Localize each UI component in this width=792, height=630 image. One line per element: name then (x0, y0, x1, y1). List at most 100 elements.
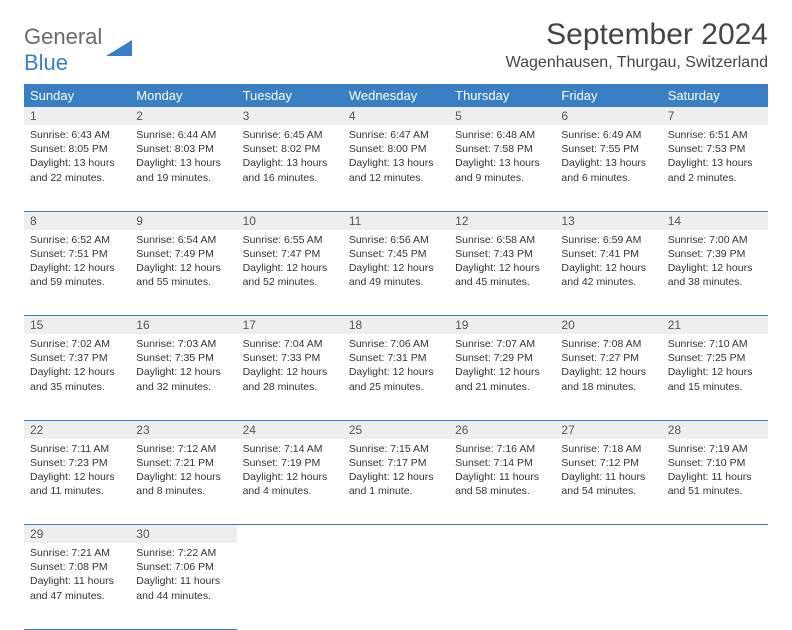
sunset-text: Sunset: 7:39 PM (668, 247, 762, 261)
weekday-header: Friday (555, 84, 661, 107)
day-details: Sunrise: 7:07 AMSunset: 7:29 PMDaylight:… (449, 334, 555, 400)
daylight-text: Daylight: 12 hours and 35 minutes. (30, 365, 124, 393)
sunrise-text: Sunrise: 7:21 AM (30, 546, 124, 560)
day-number-cell: 15 (24, 316, 130, 335)
day-content-cell (555, 543, 661, 629)
daylight-text: Daylight: 12 hours and 32 minutes. (136, 365, 230, 393)
calendar-table: Sunday Monday Tuesday Wednesday Thursday… (24, 84, 768, 630)
day-content-cell: Sunrise: 6:58 AMSunset: 7:43 PMDaylight:… (449, 230, 555, 316)
sunrise-text: Sunrise: 7:11 AM (30, 442, 124, 456)
day-content-cell: Sunrise: 6:44 AMSunset: 8:03 PMDaylight:… (130, 125, 236, 211)
daylight-text: Daylight: 12 hours and 38 minutes. (668, 261, 762, 289)
sunset-text: Sunset: 7:49 PM (136, 247, 230, 261)
day-details: Sunrise: 7:22 AMSunset: 7:06 PMDaylight:… (130, 543, 236, 609)
sunrise-text: Sunrise: 7:07 AM (455, 337, 549, 351)
sunset-text: Sunset: 7:58 PM (455, 142, 549, 156)
sunrise-text: Sunrise: 6:51 AM (668, 128, 762, 142)
day-number-cell: 27 (555, 420, 661, 439)
day-number-cell: 3 (237, 107, 343, 125)
title-block: September 2024 Wagenhausen, Thurgau, Swi… (506, 18, 768, 72)
day-content-cell: Sunrise: 7:02 AMSunset: 7:37 PMDaylight:… (24, 334, 130, 420)
daylight-text: Daylight: 12 hours and 11 minutes. (30, 470, 124, 498)
day-details: Sunrise: 6:51 AMSunset: 7:53 PMDaylight:… (662, 125, 768, 191)
day-details: Sunrise: 6:58 AMSunset: 7:43 PMDaylight:… (449, 230, 555, 296)
day-content-cell (449, 543, 555, 629)
day-content-cell (662, 543, 768, 629)
daylight-text: Daylight: 12 hours and 18 minutes. (561, 365, 655, 393)
day-content-cell: Sunrise: 6:51 AMSunset: 7:53 PMDaylight:… (662, 125, 768, 211)
day-content-cell: Sunrise: 7:21 AMSunset: 7:08 PMDaylight:… (24, 543, 130, 629)
day-number-cell: 21 (662, 316, 768, 335)
day-details: Sunrise: 7:03 AMSunset: 7:35 PMDaylight:… (130, 334, 236, 400)
sunset-text: Sunset: 8:05 PM (30, 142, 124, 156)
sunset-text: Sunset: 7:33 PM (243, 351, 337, 365)
sunrise-text: Sunrise: 7:19 AM (668, 442, 762, 456)
day-content-cell: Sunrise: 7:15 AMSunset: 7:17 PMDaylight:… (343, 439, 449, 525)
daylight-text: Daylight: 13 hours and 12 minutes. (349, 156, 443, 184)
weekday-header: Sunday (24, 84, 130, 107)
sunset-text: Sunset: 7:17 PM (349, 456, 443, 470)
sunset-text: Sunset: 7:12 PM (561, 456, 655, 470)
sunset-text: Sunset: 7:53 PM (668, 142, 762, 156)
sunrise-text: Sunrise: 7:00 AM (668, 233, 762, 247)
day-content-cell: Sunrise: 7:14 AMSunset: 7:19 PMDaylight:… (237, 439, 343, 525)
day-number-cell: 18 (343, 316, 449, 335)
day-number-cell: 7 (662, 107, 768, 125)
daylight-text: Daylight: 12 hours and 49 minutes. (349, 261, 443, 289)
day-content-cell: Sunrise: 7:08 AMSunset: 7:27 PMDaylight:… (555, 334, 661, 420)
day-content-cell: Sunrise: 7:16 AMSunset: 7:14 PMDaylight:… (449, 439, 555, 525)
sunset-text: Sunset: 7:08 PM (30, 560, 124, 574)
daylight-text: Daylight: 12 hours and 4 minutes. (243, 470, 337, 498)
day-number-cell: 14 (662, 211, 768, 230)
day-number-cell: 16 (130, 316, 236, 335)
day-details: Sunrise: 6:43 AMSunset: 8:05 PMDaylight:… (24, 125, 130, 191)
day-details: Sunrise: 7:10 AMSunset: 7:25 PMDaylight:… (662, 334, 768, 400)
day-number-cell (343, 525, 449, 544)
daylight-text: Daylight: 11 hours and 58 minutes. (455, 470, 549, 498)
weekday-header: Wednesday (343, 84, 449, 107)
daylight-text: Daylight: 12 hours and 59 minutes. (30, 261, 124, 289)
logo: General Blue (24, 24, 132, 76)
sunrise-text: Sunrise: 7:14 AM (243, 442, 337, 456)
day-details: Sunrise: 7:14 AMSunset: 7:19 PMDaylight:… (237, 439, 343, 505)
sunrise-text: Sunrise: 7:12 AM (136, 442, 230, 456)
sunrise-text: Sunrise: 6:45 AM (243, 128, 337, 142)
sunrise-text: Sunrise: 7:10 AM (668, 337, 762, 351)
daylight-text: Daylight: 12 hours and 42 minutes. (561, 261, 655, 289)
daylight-text: Daylight: 12 hours and 55 minutes. (136, 261, 230, 289)
day-content-cell: Sunrise: 7:12 AMSunset: 7:21 PMDaylight:… (130, 439, 236, 525)
sunset-text: Sunset: 7:27 PM (561, 351, 655, 365)
daynum-row: 22232425262728 (24, 420, 768, 439)
sunrise-text: Sunrise: 6:55 AM (243, 233, 337, 247)
day-content-cell: Sunrise: 7:04 AMSunset: 7:33 PMDaylight:… (237, 334, 343, 420)
sunset-text: Sunset: 7:19 PM (243, 456, 337, 470)
day-details: Sunrise: 6:45 AMSunset: 8:02 PMDaylight:… (237, 125, 343, 191)
sunrise-text: Sunrise: 6:47 AM (349, 128, 443, 142)
sunrise-text: Sunrise: 7:22 AM (136, 546, 230, 560)
sunrise-text: Sunrise: 6:48 AM (455, 128, 549, 142)
sunset-text: Sunset: 7:35 PM (136, 351, 230, 365)
day-details: Sunrise: 6:49 AMSunset: 7:55 PMDaylight:… (555, 125, 661, 191)
triangle-icon (106, 38, 132, 63)
day-content-cell: Sunrise: 7:10 AMSunset: 7:25 PMDaylight:… (662, 334, 768, 420)
day-number-cell: 12 (449, 211, 555, 230)
day-number-cell: 24 (237, 420, 343, 439)
day-details: Sunrise: 7:16 AMSunset: 7:14 PMDaylight:… (449, 439, 555, 505)
sunset-text: Sunset: 7:55 PM (561, 142, 655, 156)
day-content-cell: Sunrise: 6:55 AMSunset: 7:47 PMDaylight:… (237, 230, 343, 316)
day-content-cell (237, 543, 343, 629)
daylight-text: Daylight: 12 hours and 25 minutes. (349, 365, 443, 393)
day-details: Sunrise: 7:06 AMSunset: 7:31 PMDaylight:… (343, 334, 449, 400)
sunrise-text: Sunrise: 6:58 AM (455, 233, 549, 247)
day-details: Sunrise: 6:56 AMSunset: 7:45 PMDaylight:… (343, 230, 449, 296)
content-row: Sunrise: 7:11 AMSunset: 7:23 PMDaylight:… (24, 439, 768, 525)
day-details: Sunrise: 6:48 AMSunset: 7:58 PMDaylight:… (449, 125, 555, 191)
sunset-text: Sunset: 8:03 PM (136, 142, 230, 156)
sunset-text: Sunset: 7:51 PM (30, 247, 124, 261)
sunrise-text: Sunrise: 7:03 AM (136, 337, 230, 351)
day-number-cell: 22 (24, 420, 130, 439)
page-title: September 2024 (506, 18, 768, 52)
daylight-text: Daylight: 12 hours and 15 minutes. (668, 365, 762, 393)
day-details: Sunrise: 7:02 AMSunset: 7:37 PMDaylight:… (24, 334, 130, 400)
day-details: Sunrise: 7:08 AMSunset: 7:27 PMDaylight:… (555, 334, 661, 400)
